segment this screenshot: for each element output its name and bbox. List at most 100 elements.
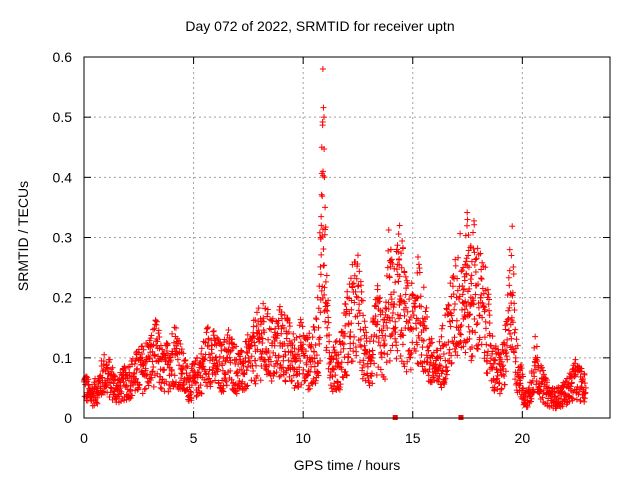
data-point bbox=[403, 368, 410, 375]
data-point bbox=[278, 309, 285, 316]
data-point bbox=[510, 270, 517, 277]
data-point bbox=[418, 303, 425, 310]
data-point bbox=[317, 263, 324, 270]
data-point bbox=[559, 384, 566, 391]
data-point bbox=[313, 316, 320, 323]
data-point bbox=[475, 341, 482, 348]
data-point bbox=[555, 400, 562, 407]
data-point bbox=[317, 236, 324, 243]
data-point bbox=[500, 371, 507, 378]
data-point bbox=[163, 348, 170, 355]
data-point bbox=[544, 379, 551, 386]
data-point bbox=[516, 377, 523, 384]
data-point bbox=[349, 281, 356, 288]
data-point bbox=[473, 255, 480, 262]
data-point bbox=[496, 379, 503, 386]
data-point bbox=[296, 333, 303, 340]
data-point bbox=[154, 370, 161, 377]
data-point bbox=[509, 223, 516, 230]
data-point bbox=[461, 277, 468, 284]
data-point bbox=[509, 289, 516, 296]
data-point bbox=[487, 355, 494, 362]
data-point bbox=[393, 342, 400, 349]
data-point bbox=[436, 338, 443, 345]
data-point bbox=[408, 280, 415, 287]
data-point bbox=[173, 350, 180, 357]
data-point bbox=[343, 372, 350, 379]
data-point bbox=[332, 372, 339, 379]
data-point bbox=[360, 371, 367, 378]
data-point bbox=[316, 340, 323, 347]
data-point bbox=[256, 330, 263, 337]
data-point bbox=[143, 372, 150, 379]
data-point bbox=[136, 382, 143, 389]
data-point bbox=[278, 325, 285, 332]
data-point bbox=[460, 343, 467, 350]
data-point bbox=[419, 363, 426, 370]
data-point bbox=[399, 341, 406, 348]
data-point bbox=[313, 352, 320, 359]
data-point bbox=[472, 269, 479, 276]
data-point bbox=[159, 346, 166, 353]
data-point bbox=[321, 284, 328, 291]
data-point bbox=[282, 378, 289, 385]
data-point bbox=[504, 336, 511, 343]
data-point bbox=[276, 303, 283, 310]
data-point bbox=[315, 372, 322, 379]
data-point bbox=[147, 335, 154, 342]
data-point bbox=[425, 347, 432, 354]
data-point bbox=[118, 388, 125, 395]
data-point bbox=[310, 348, 317, 355]
data-point bbox=[459, 306, 466, 313]
data-point bbox=[289, 342, 296, 349]
data-point bbox=[470, 301, 477, 308]
data-point bbox=[220, 382, 227, 389]
data-point bbox=[410, 326, 417, 333]
data-point bbox=[305, 368, 312, 375]
data-point bbox=[157, 384, 164, 391]
data-point bbox=[355, 307, 362, 314]
data-point bbox=[244, 363, 251, 370]
data-point bbox=[144, 378, 151, 385]
data-point bbox=[156, 345, 163, 352]
data-point bbox=[337, 349, 344, 356]
data-point bbox=[295, 353, 302, 360]
data-point bbox=[473, 345, 480, 352]
data-point bbox=[482, 318, 489, 325]
data-point bbox=[208, 350, 215, 357]
data-point bbox=[134, 365, 141, 372]
data-point bbox=[285, 357, 292, 364]
data-point bbox=[133, 349, 140, 356]
data-point bbox=[312, 342, 319, 349]
data-point bbox=[487, 360, 494, 367]
data-point bbox=[389, 330, 396, 337]
data-point bbox=[492, 343, 499, 350]
data-point bbox=[253, 362, 260, 369]
data-point bbox=[380, 327, 386, 334]
data-point bbox=[441, 377, 448, 384]
data-point bbox=[455, 327, 462, 334]
data-point bbox=[534, 358, 541, 365]
data-point bbox=[150, 341, 157, 348]
data-point bbox=[322, 224, 329, 231]
data-point bbox=[495, 380, 502, 387]
data-point bbox=[354, 294, 361, 301]
data-point bbox=[405, 320, 412, 327]
data-point bbox=[361, 342, 368, 349]
data-point bbox=[321, 291, 328, 298]
data-point bbox=[323, 344, 330, 351]
data-point bbox=[349, 358, 356, 365]
data-point bbox=[273, 357, 280, 364]
data-point bbox=[129, 392, 136, 399]
data-point bbox=[268, 378, 275, 385]
data-point bbox=[393, 266, 400, 273]
data-point bbox=[384, 325, 391, 332]
data-point bbox=[388, 256, 395, 263]
data-point bbox=[248, 377, 255, 384]
data-points bbox=[81, 66, 589, 420]
axis-ticks: 0 0.1 0.2 0.3 0.4 0.5 0.6 0 5 10 15 20 bbox=[53, 49, 610, 446]
data-point bbox=[465, 252, 472, 259]
data-point bbox=[321, 174, 328, 181]
data-point bbox=[354, 260, 361, 267]
